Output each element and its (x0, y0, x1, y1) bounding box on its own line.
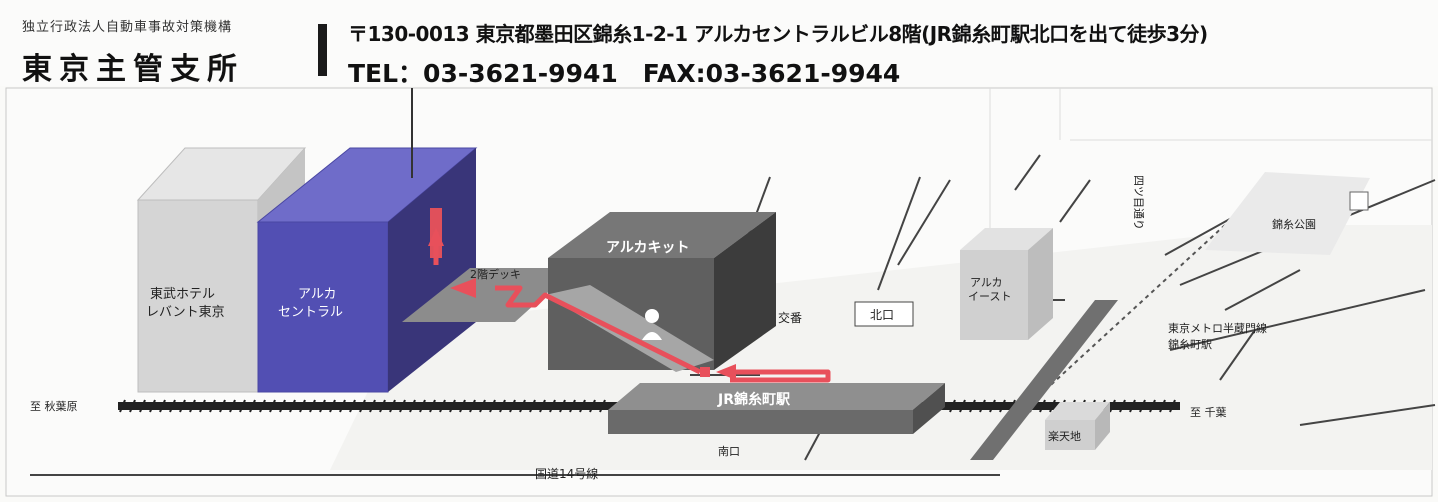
header-divider (318, 24, 327, 76)
park-label: 錦糸公園 (1272, 217, 1316, 231)
park-sign (1349, 191, 1369, 211)
rakutenchi-building (1045, 402, 1110, 450)
route-arrow-deck (450, 278, 476, 298)
address-text: 〒130-0013 東京都墨田区錦糸1-2-1 アルカセントラルビル8階(JR錦… (348, 22, 1208, 46)
header: 独立行政法人自動車事故対策機構 東京主管支所 〒130-0013 東京都墨田区錦… (0, 0, 1438, 88)
organization-name: 独立行政法人自動車事故対策機構 (22, 20, 233, 35)
person-icon (642, 309, 662, 340)
jr-station-building (608, 383, 945, 434)
route-start (700, 367, 710, 377)
marui-building (960, 228, 1053, 340)
koban-label: 交番 (778, 310, 802, 325)
north-exit-label: 北口 (870, 308, 894, 322)
arca-central-label-2: セントラル (278, 305, 343, 320)
metro-hanzomon-line (970, 300, 1118, 460)
second-floor-deck (402, 268, 575, 322)
route-arrow-elevator (428, 228, 444, 246)
to-akihabara-label: 至 秋葉原 (30, 399, 78, 413)
south-exit-label: 南口 (718, 445, 740, 458)
office-name: 東京主管支所 (22, 52, 244, 87)
deck-label: 2階デッキ (470, 267, 521, 281)
to-chiba-label: 至 千葉 (1190, 405, 1227, 419)
contact-text: TEL：03-3621-9941 FAX:03-3621-9944 (348, 59, 901, 88)
arca-central-label-1: アルカ (298, 287, 336, 302)
tobu-hotel-label-2: レバント東京 (146, 304, 225, 320)
jr-station-label: JR錦糸町駅 (717, 391, 791, 408)
rakutenchi-label: 楽天地 (1048, 430, 1081, 443)
tobu-hotel-label-1: 東武ホテル (150, 286, 215, 302)
metro-label-2: 錦糸町駅 (1168, 337, 1212, 351)
arca-central-building (256, 147, 478, 393)
road-lines (30, 154, 1436, 476)
arca-kitchen-label: アルカキット (606, 240, 689, 256)
kinshi-park (1205, 172, 1370, 255)
escalator (545, 285, 714, 372)
arca-east-label-1: アルカ (970, 276, 1003, 289)
route-arrow-station (716, 364, 736, 380)
route14-label: 国道14号線 (535, 466, 598, 481)
north-exit-box (854, 301, 914, 327)
metro-label-1: 東京メトロ半蔵門線 (1168, 321, 1267, 335)
yotsume-dori-label: 四ツ目通り (1132, 175, 1145, 230)
arca-east-label-2: イースト (968, 290, 1011, 303)
